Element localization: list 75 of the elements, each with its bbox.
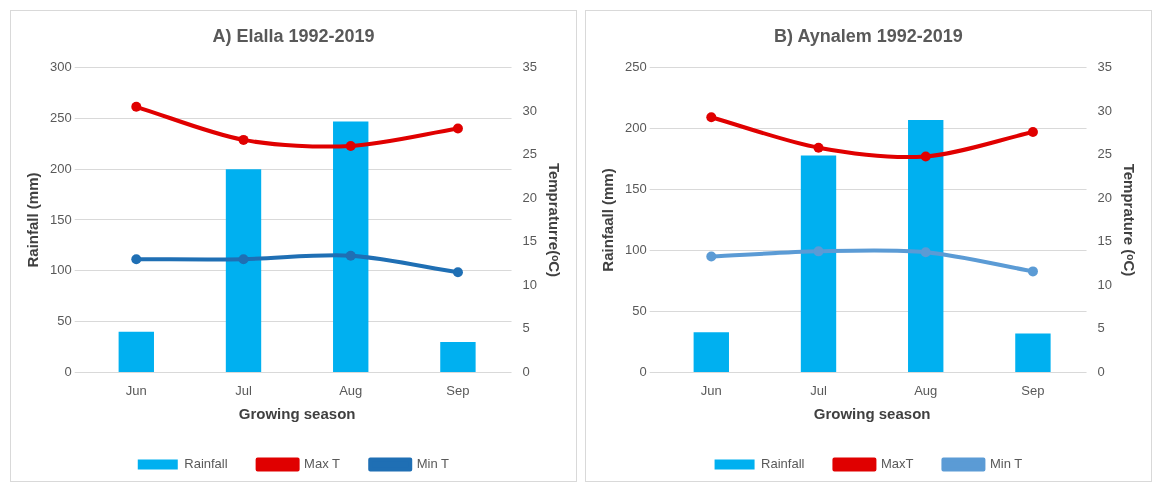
y2-tick-label: 25 <box>522 146 538 162</box>
y2-tick-label: 35 <box>522 59 538 75</box>
y2-tick-label: 5 <box>1097 320 1105 336</box>
y2-tick-label: 0 <box>522 363 530 379</box>
bar <box>440 341 476 372</box>
y2-tick-label: 10 <box>522 276 538 292</box>
bar <box>908 120 944 372</box>
legend-label: Min T <box>416 456 450 472</box>
point <box>813 142 824 153</box>
y2-tick-label: 25 <box>1097 146 1113 162</box>
y2-tick-label: 20 <box>1097 189 1113 205</box>
chart-title: A) Elalla 1992-2019 <box>212 25 375 46</box>
x-tick-label: Jul <box>810 382 827 398</box>
y-axis-title: Rainfaall (mm) <box>599 168 617 272</box>
y-tick-label: 0 <box>639 363 647 379</box>
y2-tick-label: 20 <box>522 189 538 205</box>
y2-axis-title: Tempraturre(ᵒC) <box>545 162 563 278</box>
y2-tick-label: 5 <box>522 320 530 336</box>
point <box>238 134 249 145</box>
chart-title: B) Aynalem 1992-2019 <box>774 25 963 46</box>
x-axis-title: Growing season <box>813 405 931 423</box>
x-axis-title: Growing season <box>238 405 356 423</box>
point <box>238 254 249 265</box>
y2-tick-label: 30 <box>1097 102 1113 118</box>
y-tick-label: 300 <box>49 59 72 75</box>
y-tick-label: 50 <box>57 313 72 329</box>
point <box>345 250 356 261</box>
bar <box>800 155 837 372</box>
y-tick-label: 250 <box>49 109 72 125</box>
x-tick-label: Jun <box>125 382 147 398</box>
point <box>920 247 931 258</box>
y-tick-label: 100 <box>49 262 72 278</box>
legend-label: Max T <box>304 456 341 472</box>
legend-label: MaxT <box>880 456 914 472</box>
y-tick-label: 200 <box>624 120 647 136</box>
x-tick-label: Aug <box>339 382 363 398</box>
y-axis-title: Rainfall (mm) <box>24 172 42 268</box>
legend-label: Rainfall <box>184 456 228 472</box>
y-tick-label: 150 <box>49 211 72 227</box>
y2-tick-label: 35 <box>1097 59 1113 75</box>
legend-label: Min T <box>989 456 1023 472</box>
y-tick-label: 100 <box>624 242 647 258</box>
y2-axis-title: Temprature (ᵒC) <box>1120 163 1138 277</box>
x-tick-label: Jun <box>700 382 722 398</box>
y2-tick-label: 15 <box>522 233 538 249</box>
bar <box>118 331 154 372</box>
bar <box>1015 333 1051 372</box>
y-tick-label: 150 <box>624 181 647 197</box>
point <box>920 151 931 162</box>
y-tick-label: 0 <box>64 363 72 379</box>
point <box>1027 266 1038 277</box>
y-tick-label: 50 <box>632 303 647 319</box>
legend-label: Rainfall <box>761 456 805 472</box>
y2-tick-label: 15 <box>1097 233 1113 249</box>
x-tick-label: Aug <box>914 382 938 398</box>
point <box>452 267 463 278</box>
point <box>706 251 717 262</box>
x-tick-label: Jul <box>235 382 252 398</box>
y2-tick-label: 0 <box>1097 363 1105 379</box>
x-tick-label: Sep <box>446 382 470 398</box>
x-tick-label: Sep <box>1021 382 1045 398</box>
point <box>452 123 463 134</box>
point <box>345 140 356 151</box>
y-tick-label: 250 <box>624 59 647 75</box>
y-tick-label: 200 <box>49 160 72 176</box>
point <box>131 254 142 265</box>
point <box>131 101 142 112</box>
bar <box>225 169 262 372</box>
point <box>706 112 717 123</box>
bar <box>333 121 369 372</box>
point <box>813 246 824 257</box>
bar <box>693 332 729 372</box>
y2-tick-label: 10 <box>1097 276 1113 292</box>
y2-tick-label: 30 <box>522 102 538 118</box>
point <box>1027 127 1038 138</box>
